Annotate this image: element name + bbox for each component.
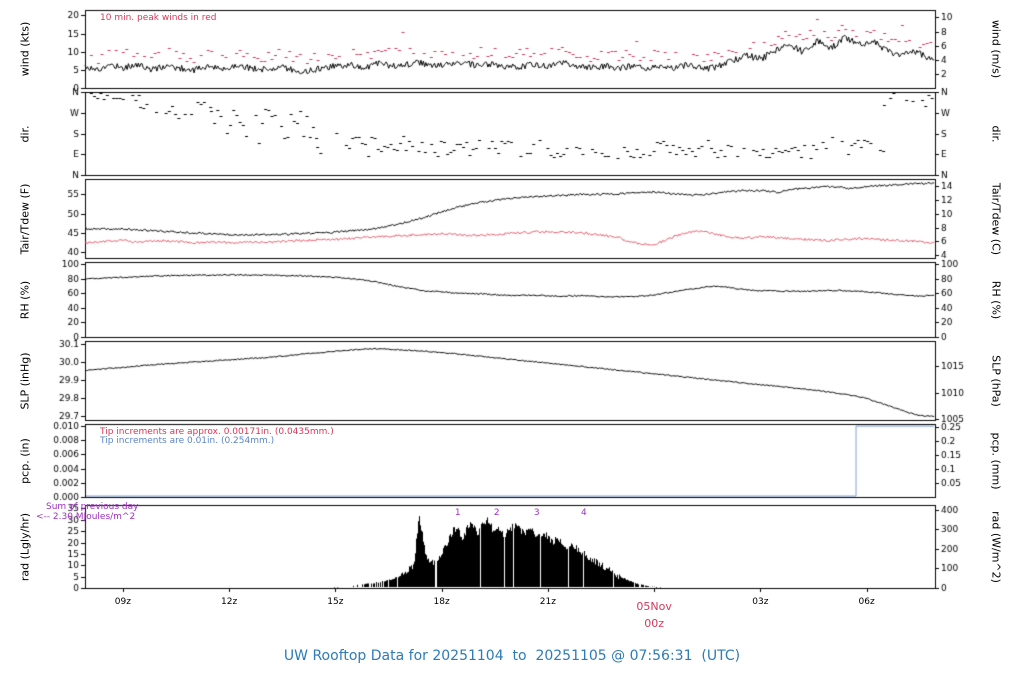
xtick-label: 21z	[539, 597, 556, 607]
chart-title: UW Rooftop Data for 20251104 to 20251105…	[283, 648, 741, 664]
ylabel-right-dir: dir.	[989, 124, 1003, 143]
xtick-label: 12z	[221, 597, 238, 607]
pcp-tip-note-red: Tip increments are approx. 0.00171in. (0…	[100, 427, 334, 437]
rad-marker-1: 1	[454, 508, 461, 518]
ylabel-left-temp: Tair/Tdew (F)	[18, 183, 32, 254]
ylabel-right-rad: rad (W/m^2)	[989, 510, 1003, 583]
rad-sum-value-note: <-- 2.30 MJoules/m^2	[36, 512, 136, 522]
ylabel-right-temp: Tair/Tdew (C)	[989, 182, 1003, 255]
xtick-label: 15z	[327, 597, 344, 607]
xtick-label: 09z	[114, 597, 131, 607]
ylabel-left-wind: wind (kts)	[18, 21, 32, 77]
ylabel-left-dir: dir.	[18, 124, 32, 143]
xtick-label: 03z	[752, 597, 769, 607]
rad-sum-note: Sum of previous day	[46, 502, 139, 512]
wind-peak-note: 10 min. peak winds in red	[100, 13, 217, 23]
xtick-label: 06z	[858, 597, 875, 607]
xtick-label-date: 05Nov 00z	[636, 600, 672, 630]
rad-marker-3: 3	[533, 508, 540, 518]
pcp-tip-note-blue: Tip increments are 0.01in. (0.254mm.)	[100, 436, 275, 446]
ylabel-left-rh: RH (%)	[18, 280, 32, 319]
ylabel-right-wind: wind (m/s)	[989, 19, 1003, 79]
xtick-label: 18z	[433, 597, 450, 607]
ylabel-left-rad: rad (Lgly/hr)	[18, 512, 32, 581]
ylabel-right-rh: RH (%)	[989, 280, 1003, 319]
rad-marker-2: 2	[493, 508, 500, 518]
ylabel-right-pcp: pcp. (mm)	[989, 431, 1003, 490]
rad-marker-4: 4	[580, 508, 587, 518]
ylabel-right-slp: SLP (hPa)	[989, 354, 1003, 407]
ylabel-left-pcp: pcp. (in)	[18, 437, 32, 484]
ylabel-left-slp: SLP (inHg)	[18, 351, 32, 410]
